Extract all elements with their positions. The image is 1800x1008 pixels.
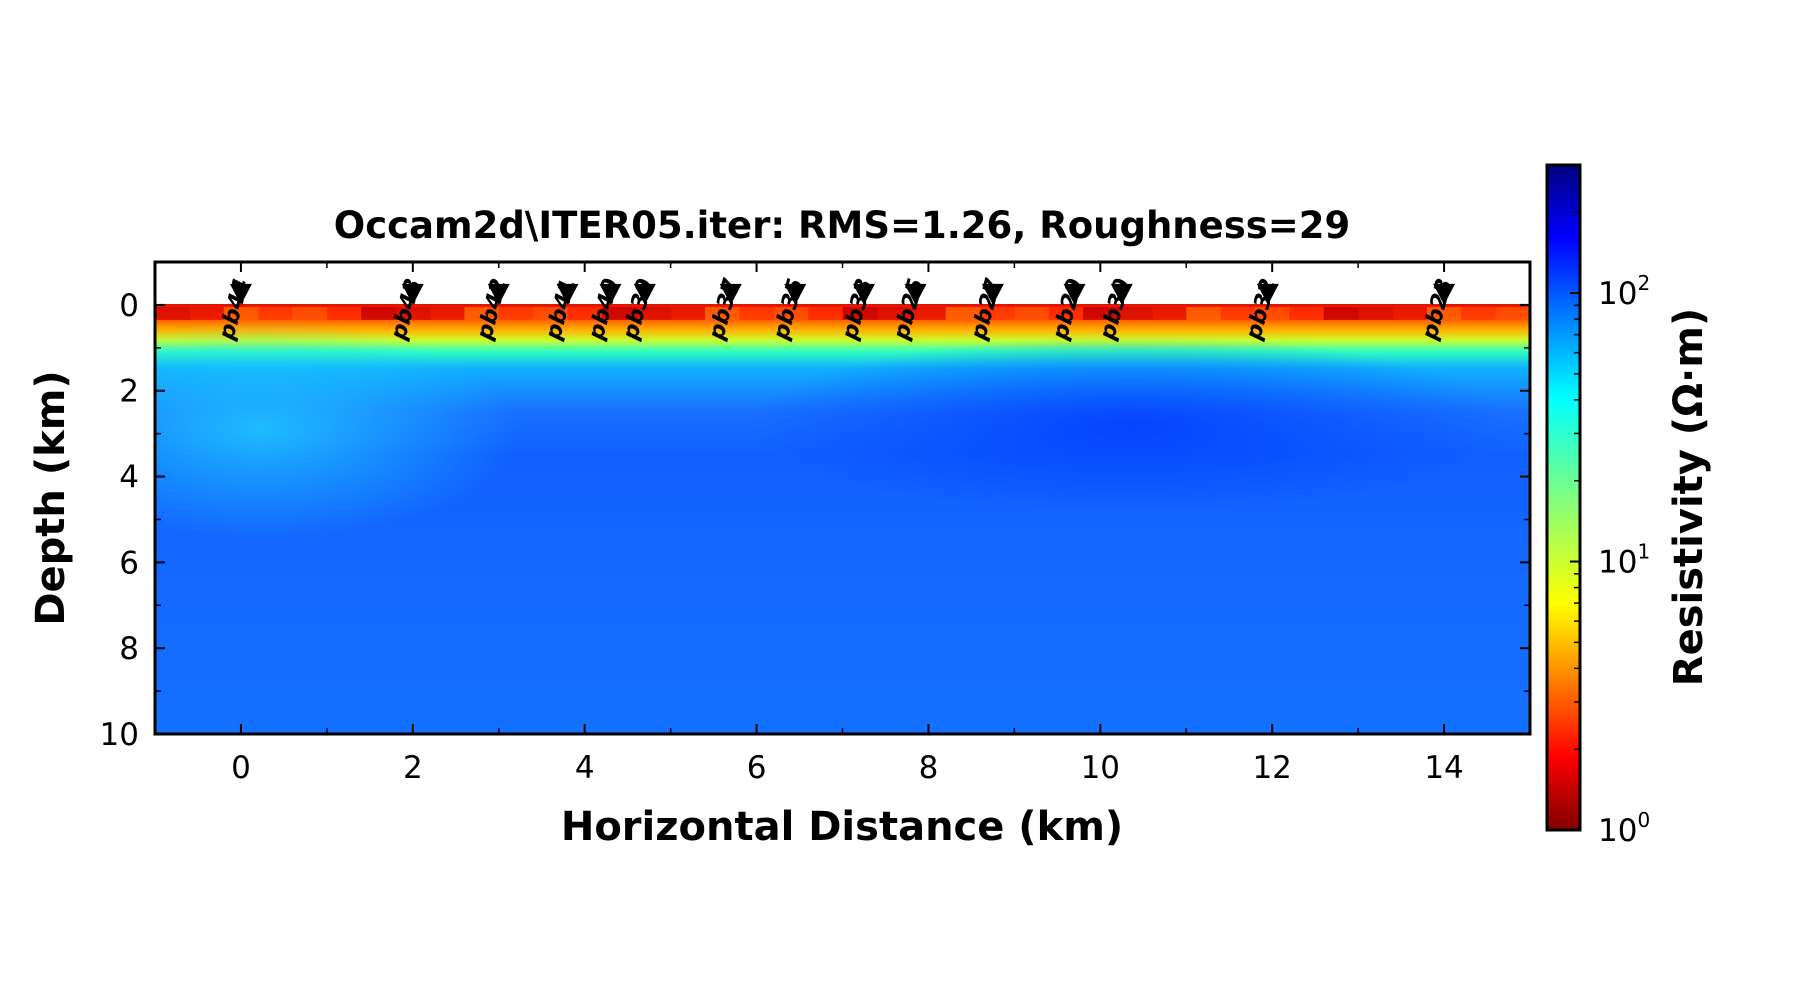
conductive-anomaly [155, 320, 520, 540]
station-marker [401, 283, 424, 305]
surface-cell [430, 307, 466, 320]
surface-cell [155, 307, 191, 320]
colorbar-tick-label: 101 [1598, 540, 1650, 581]
surface-cell [1014, 307, 1050, 320]
x-tick-label: 8 [919, 750, 939, 786]
x-tick-label: 12 [1252, 750, 1291, 786]
surface-cell [876, 307, 913, 320]
surface-cell [980, 307, 1016, 320]
surface-cell [1117, 307, 1153, 320]
y-tick-label: 6 [119, 545, 139, 581]
y-axis-ticks: 0 2 4 6 8 10 [100, 261, 1530, 753]
surface-cell [739, 307, 775, 320]
surface-cell [1358, 307, 1394, 320]
y-tick-label: 2 [119, 374, 139, 410]
surface-cell [601, 307, 638, 320]
surface-cell [1186, 307, 1222, 320]
y-tick-label: 4 [119, 460, 139, 496]
surface-cell [808, 307, 844, 320]
station-marker [1063, 283, 1086, 305]
y-tick-label: 8 [119, 631, 139, 667]
surface-cell [223, 307, 260, 320]
station-marker [556, 283, 579, 305]
station-marker [1256, 283, 1279, 305]
colorbar-gradient [1545, 163, 1582, 832]
y-tick-label: 10 [100, 717, 139, 753]
station-marker [599, 283, 622, 305]
surface-conductor-blocks [155, 307, 1530, 320]
station-marker [904, 283, 927, 305]
x-tick-label: 10 [1081, 750, 1120, 786]
x-axis-label: Horizontal Distance (km) [561, 804, 1123, 850]
surface-cell [567, 307, 603, 320]
surface-cell [189, 307, 225, 320]
surface-cell [1151, 307, 1188, 320]
y-tick-label: 0 [119, 288, 139, 324]
station-marker [981, 283, 1004, 305]
surface-cell [1048, 307, 1085, 320]
surface-cell [533, 307, 569, 320]
station-marker [1433, 283, 1456, 305]
surface-cell [395, 307, 431, 320]
surface-cell [670, 307, 706, 320]
surface-cell [1392, 307, 1428, 320]
surface-cell [636, 307, 672, 320]
surface-cell [292, 307, 328, 320]
station-marker [784, 283, 807, 305]
x-tick-label: 6 [747, 750, 767, 786]
colorbar-tick-label: 102 [1598, 271, 1650, 312]
surface-cell [464, 307, 500, 320]
station-marker [633, 283, 656, 305]
x-tick-label: 2 [403, 750, 423, 786]
surface-cell [945, 307, 981, 320]
surface-cell [1289, 307, 1325, 320]
chart-title: Occam2d\ITER05.iter: RMS=1.26, Roughness… [334, 204, 1351, 247]
station-marker [1110, 283, 1133, 305]
resistivity-section [155, 262, 1530, 734]
colorbar-tick-label: 100 [1598, 808, 1650, 849]
colorbar-tick-exponent: 1 [1637, 540, 1650, 564]
surface-cell [1220, 307, 1256, 320]
surface-cell [773, 307, 810, 320]
colorbar-label: Resistivity (Ω·m) [1666, 308, 1712, 686]
surface-cell [1083, 307, 1119, 320]
resistive-anomaly [750, 335, 1510, 515]
station-marker [852, 283, 875, 305]
surface-cell [1461, 307, 1497, 320]
surface-cell [1255, 307, 1291, 320]
colorbar-tick-exponent: 0 [1637, 808, 1650, 832]
surface-cell [361, 307, 397, 320]
station-marker [719, 283, 742, 305]
y-axis-label: Depth (km) [28, 370, 74, 625]
surface-cell [258, 307, 294, 320]
surface-cell [842, 307, 878, 320]
surface-cell [911, 307, 947, 320]
colorbar-tick-exponent: 2 [1637, 271, 1650, 295]
x-tick-label: 14 [1424, 750, 1463, 786]
surface-cell [498, 307, 535, 320]
x-tick-label: 4 [575, 750, 595, 786]
station-marker [487, 283, 510, 305]
x-axis-ticks: 0 2 4 6 8 10 12 14 [154, 262, 1531, 786]
x-tick-label: 0 [231, 750, 251, 786]
surface-cell [326, 307, 363, 320]
surface-cell [1495, 307, 1530, 320]
surface-cell [705, 307, 741, 320]
surface-cell [1323, 307, 1360, 320]
station-marker [229, 283, 252, 305]
surface-cell [1426, 307, 1463, 320]
